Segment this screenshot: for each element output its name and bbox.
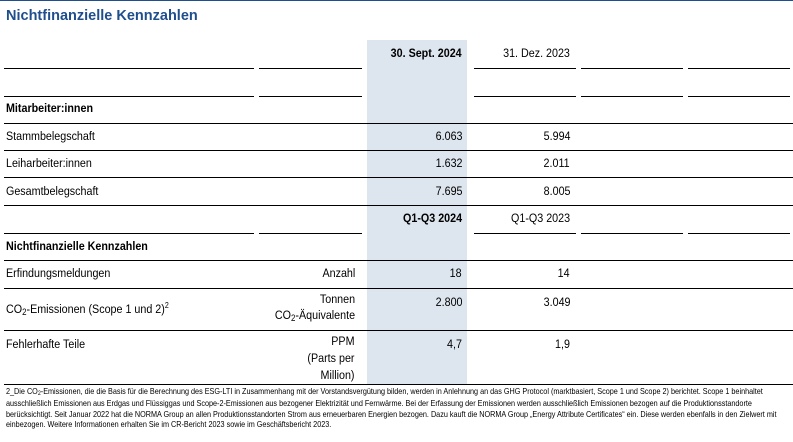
current-period-column-shade — [367, 40, 467, 385]
rule — [474, 233, 576, 234]
footnote: 2_Die CO2-Emissionen, die die Basis für … — [6, 387, 777, 429]
rule — [688, 96, 790, 97]
rule — [4, 288, 793, 289]
row-value-prior: 1,9 — [555, 337, 570, 351]
row-label: Erfindungsmeldungen — [6, 266, 111, 280]
row-unit-ppm: PPM (Parts per Million) — [307, 334, 355, 382]
row-value-current: 18 — [450, 266, 462, 280]
top-border — [0, 0, 793, 1]
page-title: Nichtfinanzielle Kennzahlen — [6, 8, 198, 24]
rule — [4, 205, 793, 206]
row-value-current: 6.063 — [435, 129, 462, 143]
row-label-co2: CO2-Emissionen (Scope 1 und 2)2 — [6, 301, 169, 317]
row-value-prior: 3.049 — [543, 295, 570, 309]
rule — [4, 177, 793, 178]
row-value-prior: 14 — [558, 266, 570, 280]
row-value-current: 1.632 — [435, 156, 462, 170]
section-heading-nonfinancial: Nichtfinanzielle Kennzahlen — [6, 239, 148, 253]
rule — [4, 68, 254, 69]
rule — [581, 68, 683, 69]
rule — [4, 150, 793, 151]
rule — [259, 233, 362, 234]
section-heading-employees: Mitarbeiter:innen — [6, 101, 94, 115]
row-value-current: 7.695 — [435, 184, 462, 198]
rule — [474, 68, 576, 69]
rule — [581, 96, 683, 97]
rule — [688, 68, 790, 69]
row-unit-co2: Tonnen CO2-Äquivalente — [274, 292, 355, 323]
rule — [581, 233, 683, 234]
header-col-prior: 31. Dez. 2023 — [503, 46, 570, 60]
row-value-current: 4,7 — [447, 337, 462, 351]
row-value-current: 2.800 — [435, 295, 462, 309]
period-header-prior: Q1-Q3 2023 — [510, 211, 570, 225]
period-header-current: Q1-Q3 2024 — [402, 211, 462, 225]
rule — [4, 384, 793, 385]
header-col-current: 30. Sept. 2024 — [391, 46, 462, 60]
rule — [4, 260, 793, 261]
footnote-marker: 2 — [164, 301, 169, 310]
row-value-prior: 5.994 — [543, 129, 570, 143]
rule — [4, 123, 793, 124]
rule — [474, 96, 576, 97]
row-label: Stammbelegschaft — [6, 129, 95, 143]
row-label: Gesamtbelegschaft — [6, 184, 99, 198]
rule — [259, 96, 362, 97]
row-label: Fehlerhafte Teile — [6, 337, 86, 351]
rule — [4, 233, 254, 234]
row-value-prior: 8.005 — [543, 184, 570, 198]
row-unit: Anzahl — [322, 266, 355, 280]
rule — [259, 68, 362, 69]
row-label: Leiharbeiter:innen — [6, 156, 92, 170]
rule — [4, 330, 793, 331]
row-value-prior: 2.011 — [543, 156, 570, 170]
rule — [4, 96, 254, 97]
rule — [688, 233, 790, 234]
